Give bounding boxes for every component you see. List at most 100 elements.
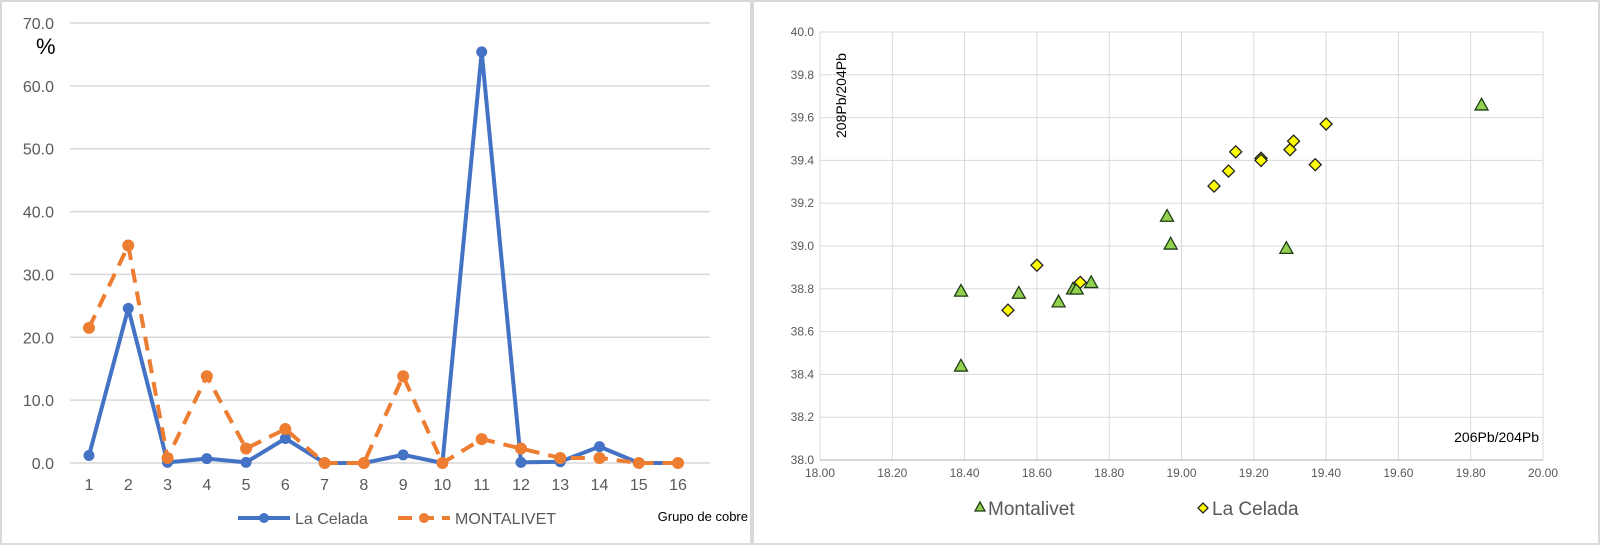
data-point: [397, 449, 409, 461]
scatter-chart: 18.00 18.20 18.40 18.60 18.80 19.00 19.20 19.40…: [791, 25, 1559, 520]
line-chart: 0.010.020.030.040.050.060.070.0%1 2 3 4 5 6 7 8…: [23, 16, 748, 528]
x-tick-label: 9: [399, 477, 408, 494]
data-point-diamond: [1207, 179, 1221, 193]
data-point-triangle: [1011, 285, 1027, 299]
x-tick-label: 19.20: [1239, 466, 1269, 480]
legend-label: La Celada: [1212, 499, 1299, 520]
y-tick-label: 40.0: [791, 25, 815, 39]
scatter-chart-panel: 18.00 18.20 18.40 18.60 18.80 19.00 19.20 19.40…: [752, 0, 1600, 545]
data-point: [83, 449, 95, 461]
data-point-triangle: [1050, 293, 1067, 308]
legend-marker: [973, 500, 987, 512]
x-tick-label: 20.00: [1528, 466, 1558, 480]
data-point-triangle: [953, 358, 969, 372]
y-tick-label: 39.2: [791, 196, 815, 210]
legend-label: Montalivet: [988, 499, 1075, 520]
x-tick-label: 16: [669, 477, 687, 494]
x-tick-label: 18.80: [1094, 466, 1124, 480]
y-axis-label: %: [36, 34, 56, 59]
data-point: [240, 442, 253, 455]
data-point-diamond: [1254, 153, 1268, 168]
data-point: [357, 457, 370, 469]
y-tick-label: 39.6: [791, 111, 815, 125]
x-tick-label: 15: [630, 477, 648, 494]
data-point-diamond: [1228, 144, 1243, 159]
y-tick-label: 39.8: [791, 68, 815, 82]
data-point: [279, 432, 291, 444]
data-point-diamond: [1001, 303, 1015, 318]
data-point: [594, 441, 606, 453]
x-tick-label: 18.20: [877, 466, 907, 480]
y-tick-label: 20.0: [23, 330, 54, 347]
data-point: [122, 239, 135, 252]
data-point: [436, 457, 449, 469]
data-point: [475, 433, 488, 446]
y-tick-label: 50.0: [23, 142, 54, 159]
data-point: [201, 453, 213, 465]
data-point-diamond: [1221, 164, 1236, 179]
y-axis-label: 208Pb/204Pb: [833, 53, 849, 138]
data-point: [593, 451, 606, 464]
data-point-diamond: [1308, 157, 1323, 172]
x-axis-label: 206Pb/204Pb: [1454, 429, 1539, 445]
y-tick-label: 38.0: [791, 453, 815, 467]
x-tick-label: 19.80: [1456, 466, 1486, 480]
x-tick-label: 8: [359, 477, 368, 494]
x-tick-label: 1: [85, 477, 94, 494]
data-point: [514, 442, 527, 455]
data-point: [83, 321, 95, 334]
x-tick-label: 14: [591, 477, 609, 494]
y-tick-label: 10.0: [23, 393, 54, 410]
x-tick-label: 11: [473, 477, 490, 494]
data-point: [122, 302, 134, 314]
y-tick-label: 60.0: [23, 79, 54, 96]
y-tick-label: 39.4: [791, 153, 815, 167]
y-tick-label: 38.6: [791, 325, 815, 339]
data-point-triangle: [1278, 240, 1294, 254]
x-tick-label: 7: [320, 477, 329, 494]
y-tick-label: 30.0: [23, 267, 54, 284]
data-point-diamond: [1073, 275, 1088, 290]
x-tick-label: 10: [434, 477, 452, 494]
x-tick-label: 2: [124, 477, 133, 494]
x-tick-label: 18.00: [805, 466, 835, 480]
x-tick-label: 13: [551, 477, 569, 494]
data-point: [515, 456, 527, 468]
data-point: [161, 451, 174, 464]
series-line-1: [87, 243, 679, 465]
y-tick-label: 0.0: [32, 456, 54, 473]
x-tick-label: 18.40: [950, 466, 980, 480]
data-point: [279, 423, 292, 436]
data-point: [672, 457, 685, 469]
x-tick-label: 19.60: [1383, 466, 1413, 480]
data-point: [632, 457, 645, 469]
data-point: [318, 457, 331, 469]
data-point-triangle: [1159, 208, 1175, 222]
series-line-0: [87, 49, 679, 465]
x-tick-label: 18.60: [1022, 466, 1052, 480]
line-chart-panel: 0.0 10.0 20.0 30.0 40.0 50.0 60.0 70.0% 1 2 3 4 5 6 7 8…: [0, 0, 752, 545]
data-point: [240, 456, 252, 468]
data-point-diamond: [1283, 142, 1297, 157]
legend-marker: [419, 513, 429, 523]
data-point: [476, 46, 488, 58]
x-axis-label: Grupo de cobre: [658, 509, 748, 524]
data-point: [554, 451, 567, 464]
data-point-triangle: [953, 283, 969, 297]
y-tick-label: 38.8: [791, 282, 815, 296]
legend-marker: [259, 513, 269, 523]
x-tick-label: 19.00: [1166, 466, 1196, 480]
data-point: [200, 370, 213, 383]
x-tick-label: 3: [163, 477, 172, 494]
data-point: [397, 370, 410, 383]
y-tick-label: 40.0: [23, 205, 54, 222]
x-tick-label: 4: [202, 477, 211, 494]
legend-label: MONTALIVET: [455, 511, 556, 528]
y-tick-label: 38.2: [791, 410, 815, 424]
data-point-diamond: [1029, 258, 1044, 273]
legend-label: La Celada: [295, 511, 368, 528]
x-tick-label: 19.40: [1311, 466, 1341, 480]
data-point-triangle: [1083, 274, 1099, 289]
x-tick-label: 6: [281, 477, 290, 494]
data-point-diamond: [1319, 117, 1334, 131]
